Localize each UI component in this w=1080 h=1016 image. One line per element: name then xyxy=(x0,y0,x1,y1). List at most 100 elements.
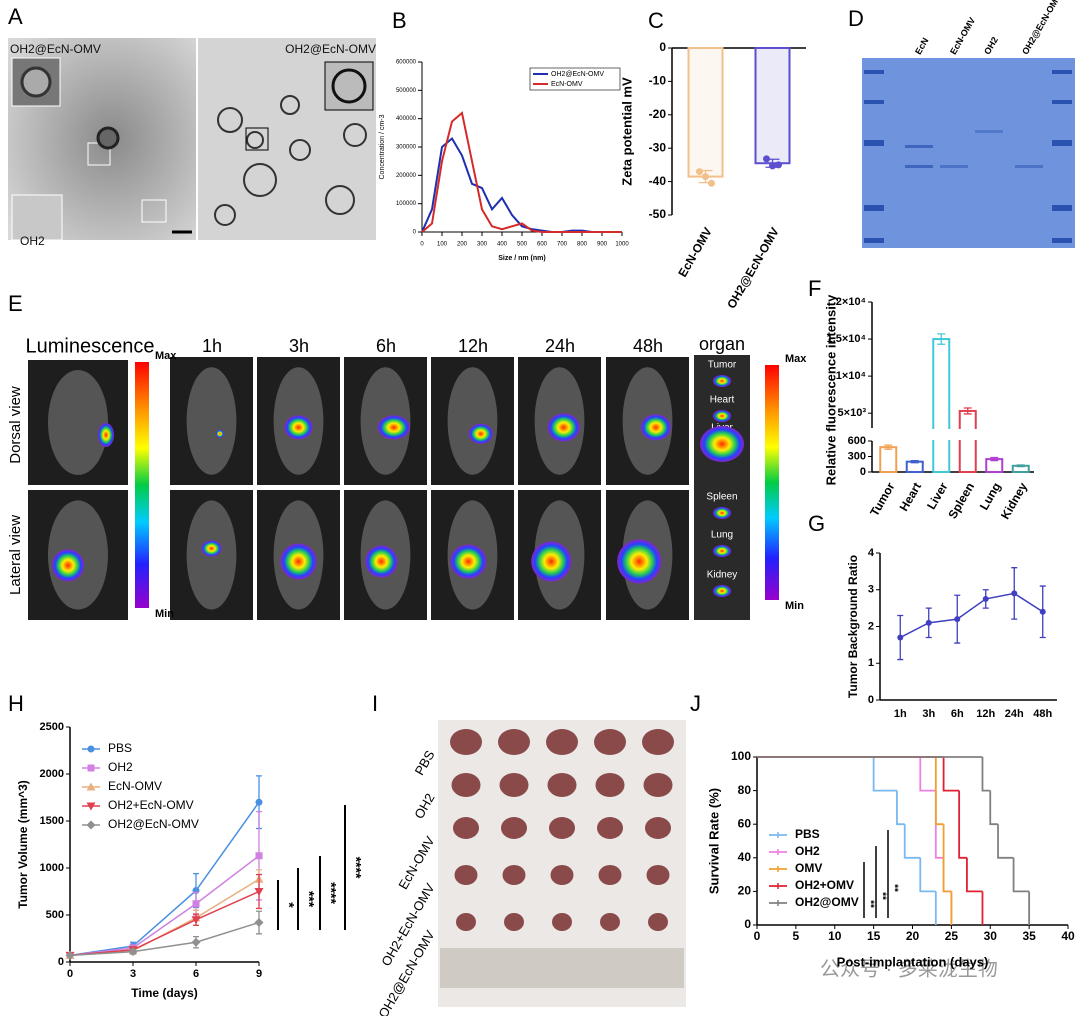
lane-label: EcN-OMV xyxy=(948,16,977,57)
y-axis-label: Zeta potential mV xyxy=(619,77,634,186)
organ-label: Tumor xyxy=(708,360,737,371)
tumor xyxy=(598,865,622,885)
time-label: 48h xyxy=(633,336,663,356)
band xyxy=(864,100,884,104)
y-tick-label: 0 xyxy=(659,40,666,54)
signal xyxy=(284,415,313,440)
error-bar xyxy=(963,407,972,415)
organ-signal xyxy=(700,426,744,462)
marker xyxy=(1011,590,1018,597)
marker xyxy=(87,764,95,772)
y-tick-label: 0 xyxy=(413,230,417,236)
vesicle xyxy=(289,139,311,161)
panel-label: I xyxy=(372,691,378,716)
y-tick-label: 1000 xyxy=(40,862,64,874)
time-label: 12h xyxy=(458,336,488,356)
step-segment xyxy=(872,757,897,792)
step-segment xyxy=(958,790,967,859)
significance-label: * xyxy=(281,902,297,908)
bar xyxy=(687,47,724,178)
marker xyxy=(255,798,263,806)
vesicle xyxy=(243,163,277,197)
marker xyxy=(897,634,904,641)
y-tick-label: 80 xyxy=(738,783,752,797)
mouse-body xyxy=(48,370,108,475)
band xyxy=(975,130,1003,133)
signal xyxy=(531,541,572,582)
marker xyxy=(128,947,138,957)
marker xyxy=(254,888,264,896)
x-tick-label: Heart xyxy=(897,480,924,514)
y-tick-label: 0 xyxy=(868,694,874,706)
organ-label: Heart xyxy=(710,395,735,406)
x-axis-label: Post-implantation (days) xyxy=(837,954,989,969)
legend-label: OH2@EcN-OMV xyxy=(551,71,604,78)
x-tick-label: 25 xyxy=(945,929,959,943)
point xyxy=(763,155,770,163)
y-tick-label: 0 xyxy=(58,956,64,968)
x-tick-label: Kidney xyxy=(998,480,1030,522)
marker xyxy=(86,802,96,811)
panel-label: G xyxy=(808,511,825,536)
legend-label: OH2 xyxy=(795,844,820,858)
marker xyxy=(254,918,264,928)
y-tick-label: -30 xyxy=(649,140,667,154)
tumor xyxy=(549,817,575,839)
band xyxy=(1015,165,1043,168)
tumor xyxy=(547,773,577,797)
x-tick-label: 24h xyxy=(1005,708,1024,720)
error-bar xyxy=(910,459,919,464)
x-tick-label: 15 xyxy=(867,929,881,943)
x-tick-label: 100 xyxy=(437,242,448,248)
lane-label: OH2 xyxy=(982,35,1000,56)
colorbar-min: Min xyxy=(785,600,804,612)
step-segment xyxy=(981,757,991,792)
y-tick-label: 2 xyxy=(868,620,874,632)
y-tick-label: 40 xyxy=(738,850,752,864)
band xyxy=(905,165,933,168)
signal xyxy=(215,429,224,438)
x-tick-label: 12h xyxy=(976,708,995,720)
tumor xyxy=(642,729,674,755)
panel-label: C xyxy=(648,8,664,33)
tumor xyxy=(597,817,623,839)
tumor xyxy=(600,913,620,931)
y-tick-label: 4 xyxy=(868,547,875,559)
signal xyxy=(98,423,114,447)
x-tick-label: Liver xyxy=(924,480,951,512)
group-label: EcN-OMV xyxy=(395,833,437,891)
error-bar xyxy=(1016,464,1025,468)
y-tick-label: 100 xyxy=(731,749,751,763)
colorbar-max: Max xyxy=(155,350,177,362)
tumor xyxy=(594,729,626,755)
step-segment xyxy=(903,824,921,859)
view-label: Lateral view xyxy=(7,515,24,595)
colorbar-max: Max xyxy=(785,353,807,365)
tumor xyxy=(456,913,476,931)
legend-label: OH2@EcN-OMV xyxy=(108,817,199,831)
vesicle xyxy=(20,66,52,98)
signal xyxy=(365,545,398,578)
bar xyxy=(958,409,977,473)
x-tick-label: 9 xyxy=(256,968,262,980)
error-bar xyxy=(937,333,946,345)
tumor xyxy=(499,773,529,797)
panel-label: H xyxy=(8,691,24,716)
time-label: 24h xyxy=(545,336,575,356)
y-tick-label: 3 xyxy=(868,584,874,596)
line xyxy=(69,855,260,957)
x-tick-label: Spleen xyxy=(945,480,977,521)
y-tick-label: 2×10⁴ xyxy=(836,296,866,308)
marker xyxy=(87,745,95,753)
x-tick-label: 6h xyxy=(951,708,964,720)
legend-label: OMV xyxy=(795,861,822,875)
organ-signal xyxy=(713,545,731,557)
y-tick-label: 200000 xyxy=(396,173,417,179)
marker xyxy=(191,916,201,925)
point xyxy=(769,162,776,170)
marker xyxy=(982,595,989,602)
tumor xyxy=(498,729,530,755)
organ-signal xyxy=(713,375,731,387)
signal xyxy=(280,543,317,580)
